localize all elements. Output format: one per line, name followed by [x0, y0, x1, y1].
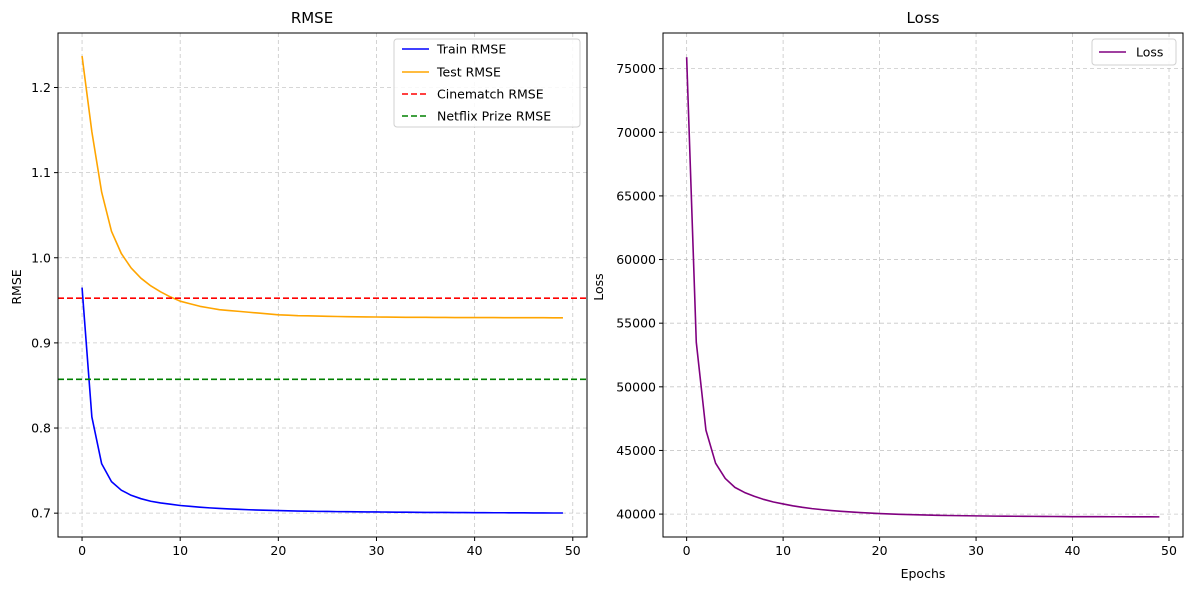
legend-label-test-rmse: Test RMSE: [436, 65, 501, 80]
rmse-y-tick-label: 1.0: [31, 250, 51, 265]
loss-x-tick-label: 40: [1065, 543, 1081, 558]
rmse-x-tick-label: 0: [78, 543, 86, 558]
rmse-y-tick-label: 0.8: [31, 421, 51, 436]
loss-x-tick-label: 50: [1161, 543, 1177, 558]
loss-x-tick-label: 20: [872, 543, 888, 558]
legend-label-loss: Loss: [1136, 45, 1163, 60]
loss-x-tick-label: 30: [968, 543, 984, 558]
loss-y-tick-label: 70000: [616, 125, 656, 140]
legend-label-cinematch-rmse: Cinematch RMSE: [437, 87, 544, 102]
rmse-x-tick-label: 50: [565, 543, 581, 558]
loss-y-tick-label: 45000: [616, 443, 656, 458]
rmse-legend: Train RMSE Test RMSE Cinematch RMSE Netf…: [393, 38, 581, 128]
rmse-series: [58, 55, 587, 514]
loss-plot-frame: [662, 32, 1184, 538]
loss-y-tick-label: 55000: [616, 316, 656, 331]
rmse-y-axis-label: RMSE: [9, 269, 24, 304]
rmse-plot-frame: [57, 32, 588, 538]
rmse-y-tick-label: 1.2: [31, 80, 51, 95]
rmse-legend-box: [393, 38, 581, 128]
loss-legend: Loss: [1091, 38, 1177, 66]
loss-series: [685, 57, 1160, 518]
loss-y-axis-label: Loss: [591, 273, 606, 300]
loss-y-tick-label: 40000: [616, 507, 656, 522]
loss-legend-box: [1091, 38, 1177, 66]
rmse-y-tick-label: 0.7: [31, 506, 51, 521]
loss-chart-title: Loss: [907, 9, 940, 27]
rmse-x-tick-label: 40: [467, 543, 483, 558]
loss-y-tick-label: 60000: [616, 252, 656, 267]
loss-ticks: 0 10 20 30 40 50 40000 45000 50000 55000 60000 6500…: [616, 61, 1177, 558]
loss-x-tick-label: 0: [683, 543, 691, 558]
loss-grid: [663, 33, 1183, 537]
rmse-chart: RMSE RMSE 0 10 20 30 40 500.70.80.91.01.11.2 …: [9, 9, 588, 558]
loss-y-tick-label: 50000: [616, 379, 656, 394]
loss-chart: Loss Loss Epochs 0 10 20 30 40 50 40000 45000 50…: [591, 9, 1184, 581]
rmse-chart-title: RMSE: [291, 9, 333, 27]
series-train-rmse: [81, 287, 563, 514]
rmse-x-tick-label: 30: [369, 543, 385, 558]
rmse-y-tick-label: 1.1: [31, 165, 51, 180]
series-loss: [685, 57, 1160, 518]
loss-x-tick-label: 10: [775, 543, 791, 558]
legend-label-train-rmse: Train RMSE: [436, 42, 506, 57]
loss-y-tick-label: 65000: [616, 188, 656, 203]
loss-y-tick-label: 75000: [616, 61, 656, 76]
loss-x-axis-label: Epochs: [901, 566, 946, 581]
rmse-x-tick-label: 10: [172, 543, 188, 558]
legend-label-netflix-prize-rmse: Netflix Prize RMSE: [437, 109, 551, 124]
rmse-x-tick-label: 20: [270, 543, 286, 558]
rmse-y-tick-label: 0.9: [31, 335, 51, 350]
rmse-ticks: 0 10 20 30 40 50 0.7 0.8 0.9 1.0 1.1 1.2: [31, 80, 581, 558]
series-test-rmse: [81, 55, 563, 319]
